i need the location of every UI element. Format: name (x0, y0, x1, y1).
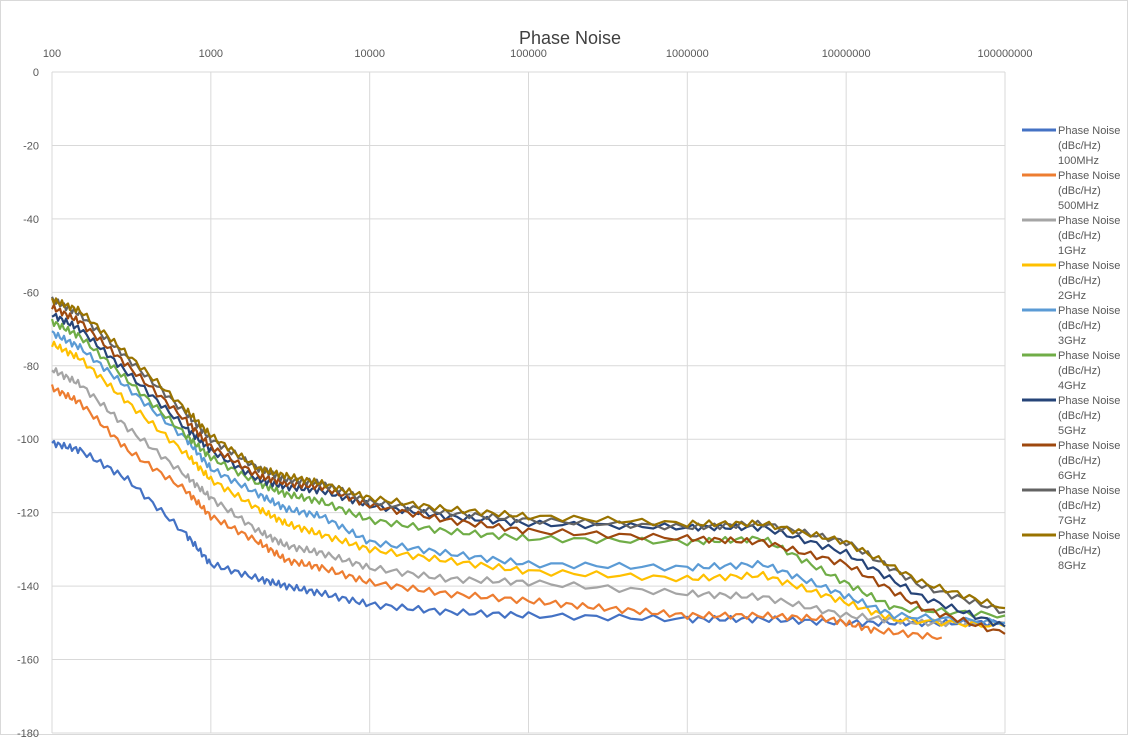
legend-label: 6GHz (1058, 470, 1086, 482)
x-tick-label: 1000000 (666, 48, 709, 60)
legend-label: Phase Noise (1058, 305, 1120, 317)
legend-label: (dBc/Hz) (1058, 230, 1101, 242)
chart-title: Phase Noise (519, 28, 621, 48)
series-line-7 (51, 312, 1006, 628)
legend-label: (dBc/Hz) (1058, 410, 1101, 422)
legend: Phase Noise (dBc/Hz) 100MHz Phase Noise (dBc… (1022, 125, 1120, 572)
y-tick-label: -140 (17, 581, 39, 593)
legend-label: Phase Noise (1058, 395, 1120, 407)
x-tick-label: 100000000 (977, 48, 1032, 60)
series-line-6 (50, 318, 1006, 619)
series-line-9 (50, 296, 1006, 614)
series-line-1 (51, 439, 1006, 628)
legend-label: (dBc/Hz) (1058, 275, 1101, 287)
legend-label: (dBc/Hz) (1058, 365, 1101, 377)
y-tick-label: -80 (23, 361, 39, 373)
y-tick-label: -40 (23, 214, 39, 226)
grid (51, 71, 1006, 734)
series-line-4 (50, 340, 1006, 628)
legend-label: 2GHz (1058, 290, 1086, 302)
legend-label: Phase Noise (1058, 260, 1120, 272)
legend-label: (dBc/Hz) (1058, 500, 1101, 512)
legend-label: 8GHz (1058, 560, 1086, 572)
legend-label: (dBc/Hz) (1058, 140, 1101, 152)
legend-label: Phase Noise (1058, 440, 1120, 452)
x-tick-label: 100000 (510, 48, 547, 60)
legend-label: (dBc/Hz) (1058, 545, 1101, 557)
legend-label: Phase Noise (1058, 125, 1120, 137)
y-tick-label: -100 (17, 434, 39, 446)
series-line-2 (50, 384, 943, 640)
series-lines (50, 296, 1006, 640)
series-line-10 (50, 297, 1006, 610)
series-line-3 (51, 367, 1006, 628)
y-tick-label: -180 (17, 728, 39, 737)
x-tick-label: 10000000 (822, 48, 871, 60)
y-tick-label: -120 (17, 508, 39, 520)
x-tick-label: 10000 (354, 48, 385, 60)
legend-label: Phase Noise (1058, 530, 1120, 542)
legend-label: (dBc/Hz) (1058, 320, 1101, 332)
legend-label: 5GHz (1058, 425, 1086, 437)
legend-label: Phase Noise (1058, 350, 1120, 362)
legend-label: 4GHz (1058, 380, 1086, 392)
legend-label: 7GHz (1058, 515, 1086, 527)
series-line-5 (51, 330, 1006, 626)
legend-label: (dBc/Hz) (1058, 455, 1101, 467)
legend-label: Phase Noise (1058, 215, 1120, 227)
legend-label: 1GHz (1058, 245, 1086, 257)
legend-label: Phase Noise (1058, 170, 1120, 182)
y-tick-label: -160 (17, 655, 39, 667)
y-axis-ticks: 0 -20 -40 -60 -80 -100 -120 -140 -160 -180 (17, 67, 39, 737)
x-axis-ticks: 100 1000 10000 100000 1000000 10000000 1000000… (43, 48, 1033, 60)
y-tick-label: 0 (33, 67, 39, 79)
y-tick-label: -60 (23, 287, 39, 299)
y-tick-label: -20 (23, 140, 39, 152)
legend-label: Phase Noise (1058, 485, 1120, 497)
legend-label: 100MHz (1058, 155, 1099, 167)
x-tick-label: 100 (43, 48, 61, 60)
x-tick-label: 1000 (199, 48, 223, 60)
legend-label: 3GHz (1058, 335, 1086, 347)
legend-label: 500MHz (1058, 200, 1099, 212)
legend-label: (dBc/Hz) (1058, 185, 1101, 197)
